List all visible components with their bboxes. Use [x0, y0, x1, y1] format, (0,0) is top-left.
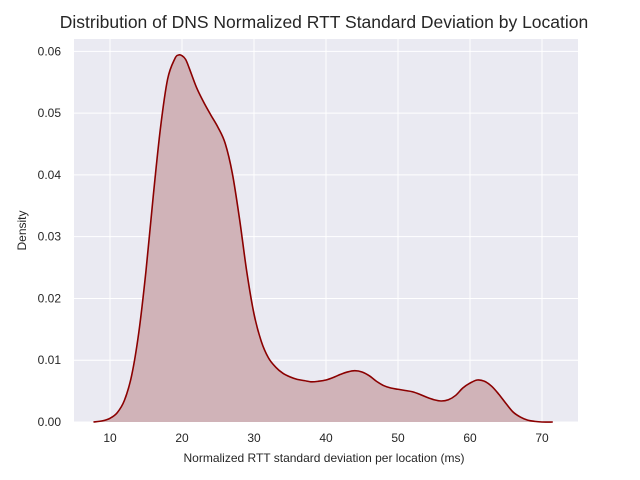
x-tick-label: 50: [391, 431, 405, 445]
y-tick-label: 0.03: [38, 230, 62, 244]
y-tick-label: 0.01: [38, 353, 62, 367]
y-tick-label: 0.05: [38, 106, 62, 120]
x-tick-label: 20: [175, 431, 189, 445]
x-tick-label: 70: [535, 431, 549, 445]
density-area: [93, 54, 553, 423]
y-tick-label: 0.06: [38, 44, 62, 58]
y-axis-label: Density: [15, 210, 29, 250]
density-line: [93, 54, 553, 423]
y-tick-label: 0.02: [38, 291, 62, 305]
y-tick-label: 0.04: [38, 168, 62, 182]
x-tick-label: 30: [247, 431, 261, 445]
x-axis-label: Normalized RTT standard deviation per lo…: [183, 451, 464, 465]
x-tick-label: 10: [103, 431, 117, 445]
x-tick-label: 40: [319, 431, 333, 445]
x-tick-labels: 10 20 30 40 50 60 70: [103, 431, 549, 445]
chart-title: Distribution of DNS Normalized RTT Stand…: [60, 12, 589, 32]
x-tick-label: 60: [463, 431, 477, 445]
y-tick-label: 0.00: [38, 415, 62, 429]
y-tick-labels: 0.00 0.01 0.02 0.03 0.04 0.05 0.06: [38, 44, 62, 429]
